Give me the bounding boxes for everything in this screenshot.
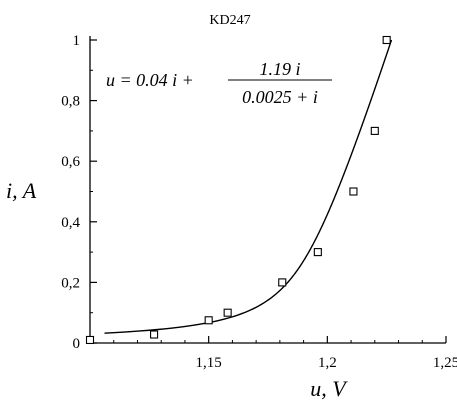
- y-tick-label: 0,6: [61, 154, 80, 170]
- fit-equation: u = 0.04 i + 1.19 i 0.0025 + i: [106, 59, 332, 107]
- data-point: [85, 335, 95, 345]
- equation-denominator: 0.0025 + i: [242, 87, 318, 107]
- chart-title: KD247: [209, 13, 250, 28]
- data-point: [382, 35, 391, 45]
- data-point: [278, 278, 287, 287]
- x-tick-label: 1,25: [433, 355, 457, 371]
- y-tick-label: 0,8: [61, 94, 80, 110]
- y-tick-label: 1: [73, 33, 81, 49]
- x-ticks: 1,15 1,2 1,25: [113, 336, 457, 371]
- data-point: [204, 316, 213, 325]
- data-points: [85, 35, 391, 345]
- x-axis-label: u, V: [310, 376, 348, 401]
- y-tick-label: 0,4: [61, 215, 80, 231]
- data-point: [349, 187, 358, 196]
- data-point: [150, 330, 159, 339]
- equation-numerator: 1.19 i: [259, 59, 300, 79]
- equation-lhs: u = 0.04 i +: [106, 70, 194, 90]
- data-point: [370, 126, 379, 135]
- axes: [89, 36, 446, 344]
- x-tick-label: 1,2: [318, 355, 337, 371]
- y-tick-label: 0: [73, 336, 81, 352]
- y-ticks: 0 0,2 0,4 0,6 0,8 1: [61, 33, 97, 352]
- y-tick-label: 0,2: [61, 275, 80, 291]
- data-point: [223, 308, 232, 317]
- data-point: [313, 248, 322, 257]
- x-tick-label: 1,15: [196, 355, 222, 371]
- y-axis-label: i, A: [6, 178, 37, 203]
